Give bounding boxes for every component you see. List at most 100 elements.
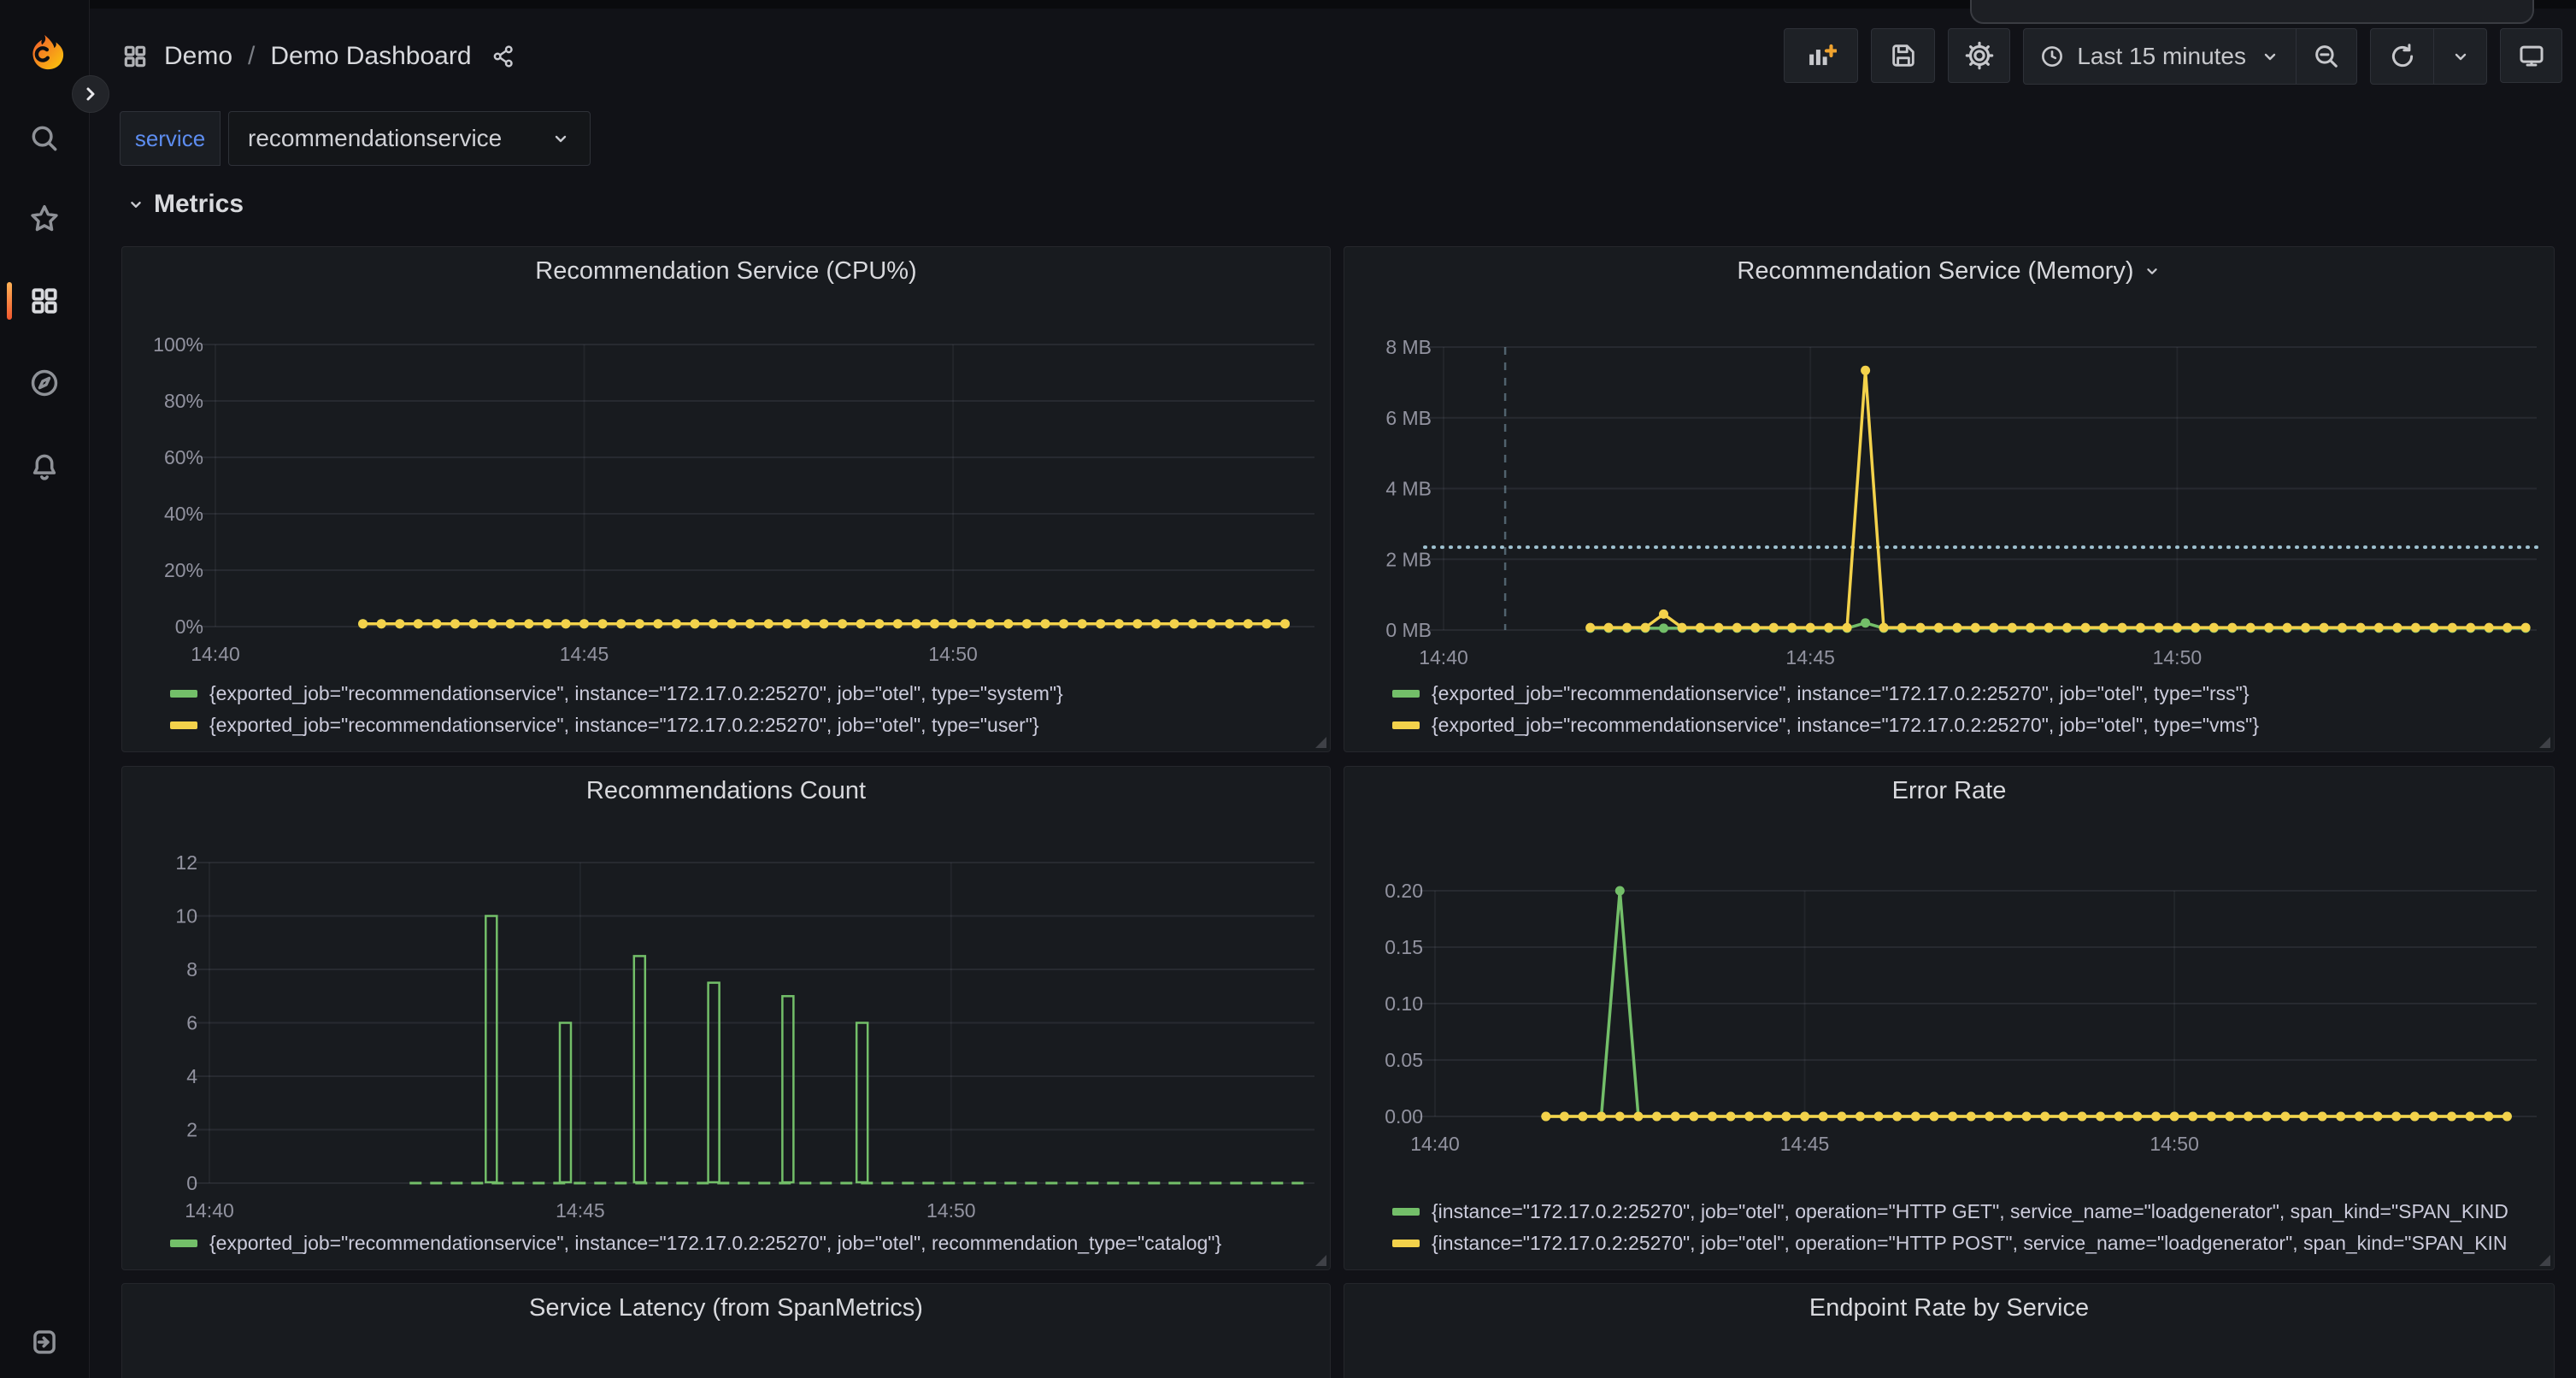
breadcrumb-section[interactable]: Demo xyxy=(164,42,232,71)
legend-label: {instance="172.17.0.2:25270", job="otel"… xyxy=(1432,1232,2508,1255)
panel-service-latency: Service Latency (from SpanMetrics) xyxy=(121,1283,1331,1378)
panel-menu-chevron-icon[interactable] xyxy=(2143,262,2161,280)
panel-title-text: Error Rate xyxy=(1892,777,2007,805)
legend-item[interactable]: {instance="172.17.0.2:25270", job="otel"… xyxy=(1392,1228,2544,1259)
panel-title[interactable]: Service Latency (from SpanMetrics) xyxy=(122,1284,1330,1332)
svg-text:20%: 20% xyxy=(164,559,203,581)
panel-title[interactable]: Recommendation Service (CPU%) xyxy=(122,247,1330,295)
panel-title[interactable]: Error Rate xyxy=(1344,767,2554,815)
refresh-group xyxy=(2370,28,2487,85)
svg-text:2: 2 xyxy=(186,1119,197,1141)
svg-text:4: 4 xyxy=(186,1065,197,1087)
panel-title-text: Service Latency (from SpanMetrics) xyxy=(529,1294,923,1322)
panel-resize-handle[interactable] xyxy=(2539,737,2550,748)
panel-resize-handle[interactable] xyxy=(1315,1255,1326,1266)
time-range-picker[interactable]: Last 15 minutes xyxy=(2024,29,2296,84)
dashboard-settings-button[interactable] xyxy=(1948,28,2010,83)
memory-legend: {exported_job="recommendationservice", i… xyxy=(1344,678,2554,751)
legend-label: {instance="172.17.0.2:25270", job="otel"… xyxy=(1432,1200,2508,1223)
chevron-down-icon xyxy=(2450,46,2471,67)
legend-label: {exported_job="recommendationservice", i… xyxy=(209,682,1063,705)
legend-item[interactable]: {exported_job="recommendationservice", i… xyxy=(1392,710,2544,741)
svg-text:14:50: 14:50 xyxy=(2153,646,2203,668)
svg-text:14:50: 14:50 xyxy=(926,1199,976,1222)
time-picker-group: Last 15 minutes xyxy=(2023,28,2357,85)
legend-swatch xyxy=(1392,690,1420,698)
legend-label: {exported_job="recommendationservice", i… xyxy=(209,1232,1221,1255)
legend-item[interactable]: {exported_job="recommendationservice", i… xyxy=(170,678,1320,710)
panel-title-text: Endpoint Rate by Service xyxy=(1809,1294,2089,1322)
zoom-out-icon xyxy=(2312,42,2341,71)
svg-text:40%: 40% xyxy=(164,503,203,525)
dashboards-icon[interactable] xyxy=(24,280,65,321)
sidebar xyxy=(0,0,90,1378)
variable-label[interactable]: service xyxy=(120,111,221,166)
chevron-down-icon xyxy=(550,128,571,149)
add-panel-button[interactable] xyxy=(1784,28,1858,83)
starred-icon[interactable] xyxy=(24,198,65,239)
svg-text:100%: 100% xyxy=(153,333,203,356)
svg-text:60%: 60% xyxy=(164,446,203,468)
svg-text:8: 8 xyxy=(186,958,197,980)
search-icon[interactable] xyxy=(24,118,65,159)
panel-resize-handle[interactable] xyxy=(1315,737,1326,748)
svg-text:14:45: 14:45 xyxy=(1785,646,1835,668)
grafana-logo-icon[interactable] xyxy=(25,32,64,72)
svg-text:12: 12 xyxy=(175,851,197,874)
svg-text:0.10: 0.10 xyxy=(1385,992,1423,1015)
chevron-down-icon xyxy=(126,195,145,214)
breadcrumb-page[interactable]: Demo Dashboard xyxy=(270,42,471,71)
panel-title[interactable]: Endpoint Rate by Service xyxy=(1344,1284,2554,1332)
panel-title[interactable]: Recommendations Count xyxy=(122,767,1330,815)
grafana-dashboard: Demo / Demo Dashboard xyxy=(0,0,2576,1378)
svg-text:14:45: 14:45 xyxy=(560,643,609,665)
add-panel-icon xyxy=(1806,40,1837,71)
share-icon[interactable] xyxy=(491,44,516,69)
explore-compass-icon[interactable] xyxy=(24,362,65,403)
legend-item[interactable]: {exported_job="recommendationservice", i… xyxy=(1392,678,2544,710)
panel-resize-handle[interactable] xyxy=(2539,1255,2550,1266)
zoom-out-time-button[interactable] xyxy=(2296,29,2356,84)
svg-text:6 MB: 6 MB xyxy=(1385,407,1432,429)
breadcrumb: Demo / Demo Dashboard xyxy=(121,38,516,75)
legend-label: {exported_job="recommendationservice", i… xyxy=(209,714,1039,737)
variable-value-dropdown[interactable]: recommendationservice xyxy=(228,111,591,166)
refresh-interval-dropdown[interactable] xyxy=(2433,29,2486,84)
panel-title-text: Recommendations Count xyxy=(586,777,866,805)
svg-text:0.05: 0.05 xyxy=(1385,1049,1423,1071)
sidebar-expand-button[interactable] xyxy=(72,75,109,113)
svg-text:14:45: 14:45 xyxy=(556,1199,605,1222)
legend-item[interactable]: {exported_job="recommendationservice", i… xyxy=(170,710,1320,741)
bell-alerting-icon[interactable] xyxy=(24,446,65,487)
legend-item[interactable]: {exported_job="recommendationservice", i… xyxy=(170,1228,1320,1259)
metrics-row-toggle[interactable]: Metrics xyxy=(126,190,244,219)
panel-title[interactable]: Recommendation Service (Memory) xyxy=(1344,247,2554,295)
legend-swatch xyxy=(1392,1208,1420,1216)
svg-text:80%: 80% xyxy=(164,390,203,412)
refresh-button[interactable] xyxy=(2371,29,2433,84)
sign-in-icon[interactable] xyxy=(24,1322,65,1363)
recommendations-count-legend: {exported_job="recommendationservice", i… xyxy=(122,1228,1330,1269)
save-dashboard-button[interactable] xyxy=(1871,28,1935,83)
cpu-chart[interactable]: 14:4014:4514:500%20%40%60%80%100% xyxy=(122,295,1330,678)
kiosk-mode-button[interactable] xyxy=(2500,28,2562,83)
legend-swatch xyxy=(170,721,197,729)
memory-chart[interactable]: 14:4014:4514:500 MB2 MB4 MB6 MB8 MB xyxy=(1344,295,2554,678)
recommendations-count-chart[interactable]: 14:4014:4514:50024681012 xyxy=(122,815,1330,1228)
clock-icon xyxy=(2039,44,2065,69)
legend-item[interactable]: {instance="172.17.0.2:25270", job="otel"… xyxy=(1392,1196,2544,1228)
svg-text:14:45: 14:45 xyxy=(1780,1133,1830,1155)
apps-grid-icon xyxy=(121,43,149,70)
gear-icon xyxy=(1964,40,1995,71)
svg-text:0.00: 0.00 xyxy=(1385,1105,1423,1128)
svg-text:14:40: 14:40 xyxy=(1419,646,1468,668)
refresh-icon xyxy=(2388,42,2417,71)
error-rate-chart[interactable]: 14:4014:4514:500.000.050.100.150.20 xyxy=(1344,815,2554,1196)
time-range-label: Last 15 minutes xyxy=(2077,43,2246,70)
legend-swatch xyxy=(1392,721,1420,729)
svg-text:10: 10 xyxy=(175,905,197,928)
save-icon xyxy=(1889,41,1918,70)
svg-text:0%: 0% xyxy=(175,615,203,638)
svg-text:0 MB: 0 MB xyxy=(1385,619,1432,641)
panel-memory: Recommendation Service (Memory) 14:40 14:… xyxy=(1344,246,2555,752)
